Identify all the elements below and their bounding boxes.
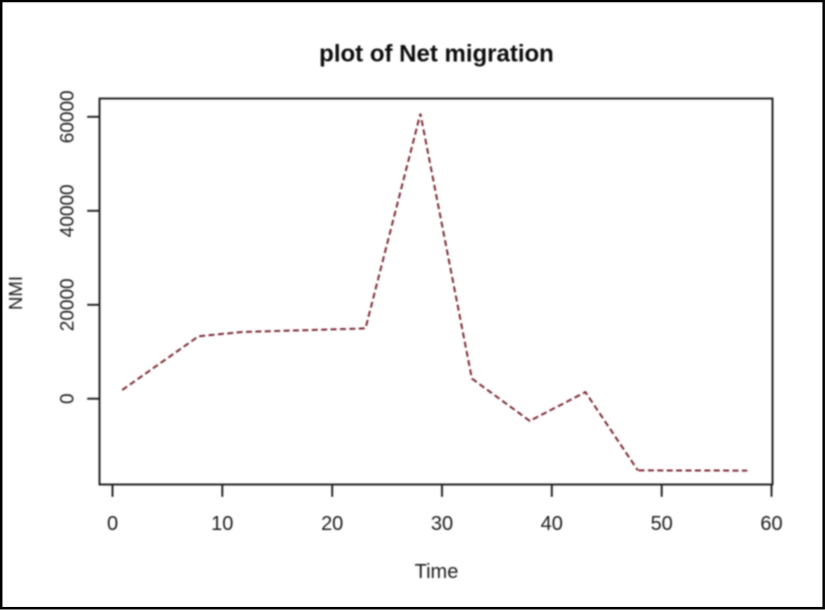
svg-text:30: 30 (431, 513, 453, 535)
svg-text:plot of Net migration: plot of Net migration (319, 40, 554, 67)
svg-text:20: 20 (321, 513, 343, 535)
svg-text:Time: Time (415, 561, 459, 583)
svg-text:20000: 20000 (58, 278, 79, 331)
svg-text:10: 10 (211, 513, 233, 535)
svg-text:60: 60 (760, 513, 782, 535)
svg-text:60000: 60000 (58, 90, 79, 143)
svg-text:0: 0 (107, 513, 118, 535)
svg-text:NMI: NMI (5, 276, 26, 310)
svg-text:40000: 40000 (58, 184, 79, 237)
svg-text:50: 50 (651, 513, 673, 535)
svg-text:0: 0 (58, 393, 79, 404)
svg-text:40: 40 (541, 513, 563, 535)
